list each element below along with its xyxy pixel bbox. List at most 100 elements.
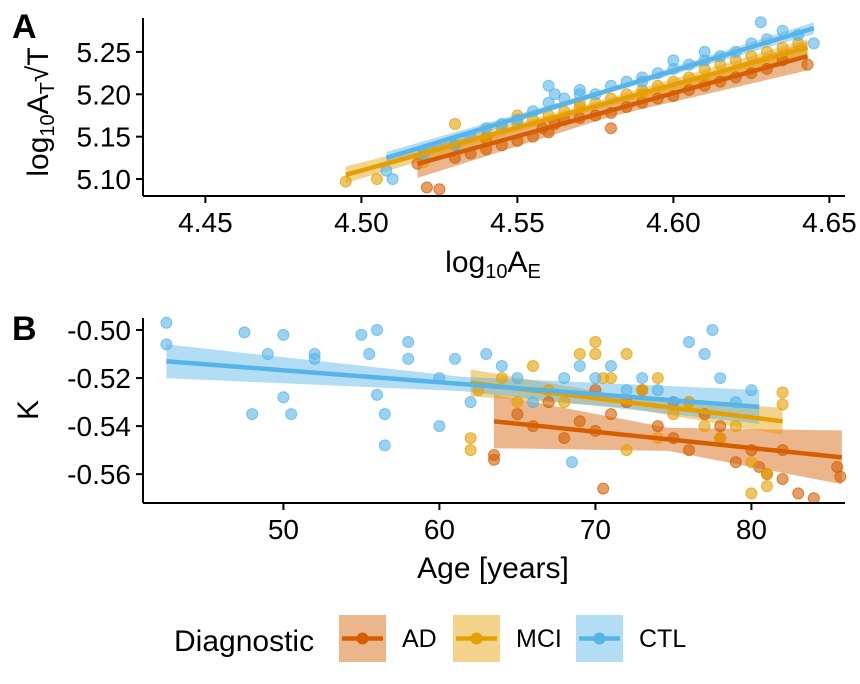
data-point-ctl <box>355 328 368 341</box>
data-point-mci <box>745 487 758 500</box>
data-point-ctl <box>636 372 649 385</box>
panel-b-x-axis-title: Age [years] <box>417 552 569 585</box>
data-point-ctl <box>511 372 524 385</box>
data-point-mci <box>729 420 742 433</box>
data-point-mci <box>776 386 789 399</box>
data-point-ad <box>511 408 524 421</box>
data-point-ctl <box>706 324 719 337</box>
data-point-ctl <box>683 336 695 349</box>
panel-letter-b: B <box>12 310 37 348</box>
legend-point-mci <box>470 632 483 645</box>
data-point-mci <box>527 360 539 373</box>
data-point-ctl <box>807 37 820 50</box>
data-point-ad <box>605 408 617 421</box>
panel-a-x-axis-title: log10AE <box>445 246 541 283</box>
panel-b: B 50 60 70 80 -0.50 -0.52 -0.54 -0.56 Age [year… <box>12 310 847 585</box>
legend-point-ctl <box>593 632 606 645</box>
data-point-ctl <box>605 360 617 373</box>
data-point-ctl <box>464 396 477 409</box>
x-tick-label: 4.45 <box>178 207 233 238</box>
data-point-ad <box>597 482 610 495</box>
data-point-ctl <box>285 408 298 421</box>
panel-a-points <box>339 16 820 196</box>
data-point-ctl <box>542 79 555 92</box>
panel-b-y-axis-title: K <box>12 400 45 420</box>
data-point-ad <box>605 122 617 135</box>
panel-a: A 4.45 4.50 4.55 4.60 4.65 5.10 5.15 5.20 5.25 l… <box>12 8 857 283</box>
data-point-ctl <box>495 360 508 373</box>
data-point-mci <box>495 372 508 385</box>
fit-line-ad <box>416 53 809 166</box>
data-point-ctl <box>573 360 586 373</box>
data-point-ad <box>433 183 446 196</box>
fit-line-ad <box>493 419 843 460</box>
data-point-ctl <box>238 326 251 339</box>
data-point-ctl <box>558 372 571 385</box>
y-tick-label: 5.20 <box>77 79 132 110</box>
data-point-mci <box>605 372 617 385</box>
data-point-ctl <box>566 456 578 469</box>
fit-line-ctl <box>166 359 760 410</box>
data-point-ctl <box>160 316 173 329</box>
legend-label-ad: AD <box>402 625 437 653</box>
legend: Diagnostic AD MCI CTL <box>174 615 686 662</box>
data-point-ctl <box>402 352 415 365</box>
data-point-mci <box>761 480 773 493</box>
data-point-mci <box>573 348 586 361</box>
data-point-mci <box>620 444 633 457</box>
x-tick-label: 70 <box>580 514 611 545</box>
data-point-ctl <box>378 408 391 421</box>
legend-item-ctl: CTL <box>576 615 686 662</box>
data-point-ctl <box>277 391 290 404</box>
legend-item-ad: AD <box>339 615 437 662</box>
data-point-ctl <box>480 348 493 361</box>
panel-b-fit-lines <box>166 359 843 460</box>
data-point-ad <box>714 420 727 433</box>
data-point-mci <box>698 420 711 433</box>
data-point-ad <box>776 472 789 485</box>
data-point-mci <box>714 432 727 445</box>
data-point-ctl <box>620 384 633 397</box>
data-point-ctl <box>371 324 383 337</box>
x-tick-label: 4.60 <box>646 207 701 238</box>
data-point-mci <box>589 336 602 349</box>
data-point-ad <box>558 432 571 445</box>
data-point-ctl <box>363 348 376 361</box>
data-point-ctl <box>261 348 274 361</box>
data-point-ad <box>420 181 433 194</box>
x-tick-label: 50 <box>268 514 299 545</box>
legend-label-ctl: CTL <box>639 625 686 653</box>
panel-a-axes: 4.45 4.50 4.55 4.60 4.65 5.10 5.15 5.20 5.25 <box>77 18 857 238</box>
legend-point-ad <box>356 632 369 645</box>
data-point-ad <box>542 396 555 409</box>
data-point-ad <box>729 456 742 469</box>
data-point-mci <box>745 456 758 469</box>
data-point-ctl <box>651 384 664 397</box>
legend-title: Diagnostic <box>174 625 314 658</box>
data-point-ctl <box>433 420 446 433</box>
panel-a-fit-lines <box>345 26 815 177</box>
y-tick-label: 5.15 <box>77 122 132 153</box>
x-tick-label: 60 <box>424 514 455 545</box>
data-point-ad <box>792 487 805 500</box>
svg-text:log10AT√T: log10AT√T <box>22 47 59 176</box>
data-point-mci <box>464 432 477 445</box>
y-tick-label: 5.10 <box>77 164 132 195</box>
panel-a-y-axis-title: log10AT√T <box>22 47 59 176</box>
data-point-ctl <box>667 54 680 67</box>
data-point-ctl <box>308 352 321 365</box>
data-point-mci <box>761 468 773 481</box>
x-tick-label: 4.55 <box>490 207 545 238</box>
data-point-ad <box>834 470 847 483</box>
data-point-ctl <box>745 384 758 397</box>
data-point-ad <box>488 453 500 466</box>
y-tick-label: -0.52 <box>67 363 131 394</box>
data-point-ctl <box>378 439 391 452</box>
x-tick-label: 4.50 <box>334 207 389 238</box>
data-point-ctl <box>698 45 711 58</box>
data-point-ctl <box>160 338 173 351</box>
svg-text:K: K <box>12 400 45 420</box>
data-point-ad <box>573 415 586 428</box>
